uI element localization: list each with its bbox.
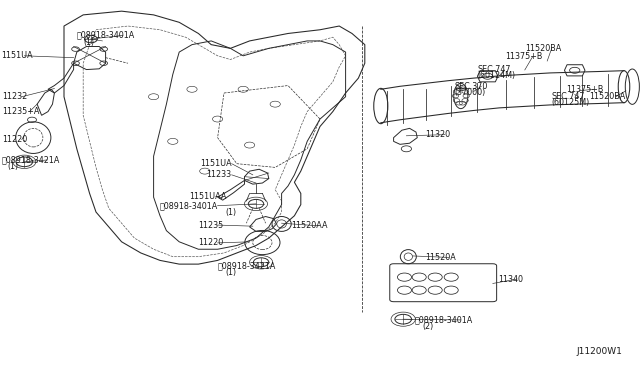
Text: 11220: 11220 <box>3 135 28 144</box>
Text: ⓝ08918-3421A: ⓝ08918-3421A <box>1 155 60 164</box>
Text: SEC.747: SEC.747 <box>552 92 585 101</box>
Text: 11235+A: 11235+A <box>3 107 40 116</box>
Text: ⓝ08918-3421A: ⓝ08918-3421A <box>218 262 276 270</box>
Text: 11375+B: 11375+B <box>506 52 543 61</box>
Text: 1151UAA: 1151UAA <box>189 192 226 201</box>
Text: ⓝ08918-3401A: ⓝ08918-3401A <box>415 315 473 324</box>
Text: SEC.370: SEC.370 <box>454 82 488 91</box>
Text: 11320: 11320 <box>426 130 451 139</box>
Text: 11340: 11340 <box>498 275 523 283</box>
Text: 11235: 11235 <box>198 221 223 230</box>
Text: (1): (1) <box>83 38 94 46</box>
Text: (60125M): (60125M) <box>552 98 590 107</box>
Text: 11520BA: 11520BA <box>525 44 561 53</box>
Text: 11520AA: 11520AA <box>291 221 328 230</box>
Text: 1151UA: 1151UA <box>1 51 33 60</box>
Text: SEC.747: SEC.747 <box>477 65 511 74</box>
Text: 11233: 11233 <box>207 170 232 179</box>
Text: 11520BA: 11520BA <box>589 92 625 101</box>
Text: ⓝ08918-3401A: ⓝ08918-3401A <box>77 31 135 40</box>
Text: 11520A: 11520A <box>426 253 456 262</box>
Text: (60124M): (60124M) <box>477 71 516 80</box>
Text: (1): (1) <box>8 162 19 171</box>
Text: (1): (1) <box>225 208 236 217</box>
Text: J11200W1: J11200W1 <box>576 347 622 356</box>
Text: ⓝ08918-3401A: ⓝ08918-3401A <box>159 201 218 210</box>
Text: (2): (2) <box>422 322 434 331</box>
Text: 1151UA: 1151UA <box>200 159 232 168</box>
Text: 11232: 11232 <box>3 92 28 101</box>
Text: (37000): (37000) <box>454 88 486 97</box>
Text: (1): (1) <box>225 268 236 277</box>
Text: 11375+B: 11375+B <box>566 85 604 94</box>
Text: 11220: 11220 <box>198 238 223 247</box>
